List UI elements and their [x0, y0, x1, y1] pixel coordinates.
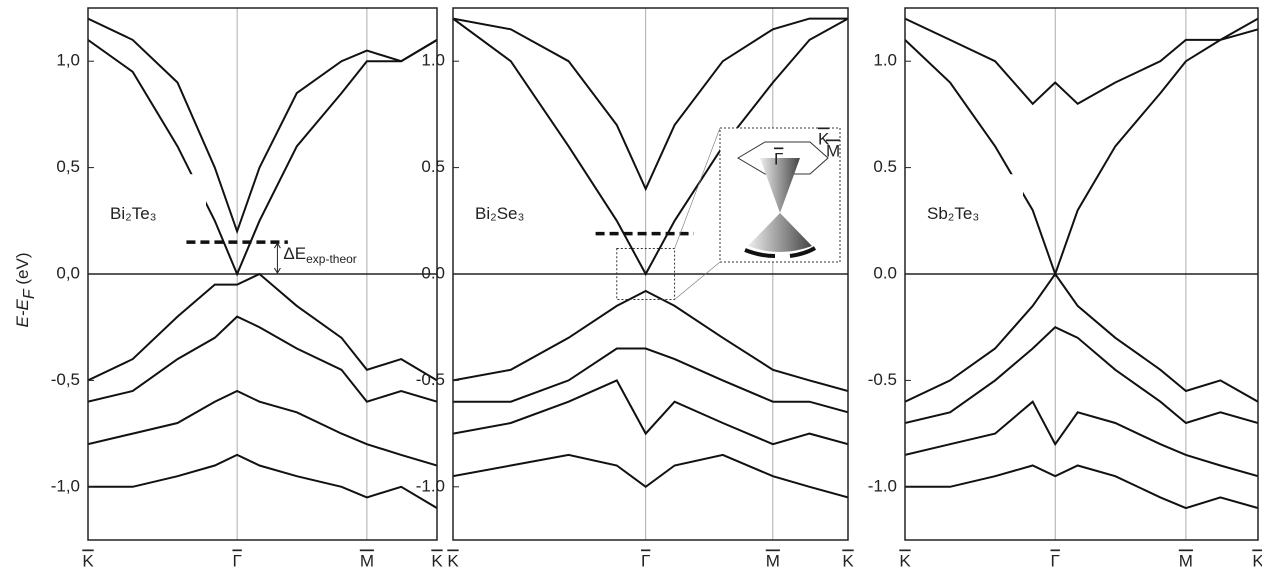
gap-label-part: ΔE — [283, 245, 306, 264]
y-tick-label: 0.0 — [873, 263, 897, 282]
zoom-link — [674, 127, 721, 249]
y-tick-label: -0,5 — [51, 370, 80, 389]
y-tick-label: 1,0 — [56, 51, 80, 70]
y-axis-label-part: F — [21, 288, 38, 299]
arrow-head — [273, 242, 281, 274]
band-line — [905, 464, 1258, 510]
frame — [452, 7, 849, 541]
y-tick-label: 0.0 — [421, 263, 445, 282]
band-line — [905, 17, 1258, 278]
gap-label-part: exp-theor — [306, 252, 357, 266]
x-tick-label: K — [899, 551, 911, 570]
band-line — [905, 326, 1258, 425]
lower-cone — [748, 213, 812, 252]
y-axis-label-part: E-E — [13, 298, 32, 327]
y-tick-label: 0.5 — [873, 157, 897, 176]
plot-area — [905, 8, 1258, 540]
panel-title: Bi₂Se₃ — [475, 204, 524, 223]
band-line — [453, 289, 848, 392]
title-bg — [106, 174, 206, 225]
x-tick-label: Γ — [1051, 551, 1060, 570]
band-line — [88, 389, 437, 467]
zoom-link — [674, 261, 721, 300]
band-line — [88, 315, 437, 403]
x-tick-label: M — [1179, 551, 1193, 570]
band-line — [453, 347, 848, 414]
plot-area — [88, 8, 437, 540]
zoom-box — [616, 247, 676, 301]
y-axis-label: E-EF (eV) — [13, 253, 38, 328]
band-line — [88, 39, 437, 277]
band-line — [88, 272, 437, 382]
x-tick-label: M — [766, 551, 780, 570]
y-tick-label: -0.5 — [416, 370, 445, 389]
y-axis-label-part: (eV) — [13, 253, 32, 290]
band-line — [88, 453, 437, 509]
gap-label: ΔEexp-theor — [283, 245, 356, 267]
x-tick-label: K — [82, 551, 94, 570]
y-tick-label: -1,0 — [51, 476, 80, 495]
title-bg — [471, 174, 571, 225]
inset-label: K — [818, 129, 830, 148]
x-tick-label: K — [1252, 551, 1262, 570]
y-tick-label: 0,0 — [56, 263, 80, 282]
x-tick-label: Γ — [641, 551, 650, 570]
upper-cone — [760, 158, 800, 213]
panel-title: Bi₂Te₃ — [110, 204, 157, 223]
y-tick-label: 0.5 — [421, 157, 445, 176]
band-line — [905, 17, 1258, 106]
x-tick-label: M — [360, 551, 374, 570]
y-tick-label: 1.0 — [873, 51, 897, 70]
plot-area — [453, 8, 848, 540]
band-line — [453, 379, 848, 446]
frame — [904, 7, 1259, 541]
band-line — [453, 453, 848, 499]
inset-label: M — [826, 141, 840, 160]
y-tick-label: 0,5 — [56, 157, 80, 176]
inset-label: Γ — [774, 149, 783, 168]
band-line — [905, 400, 1258, 478]
x-tick-label: K — [842, 551, 854, 570]
x-tick-label: Γ — [232, 551, 241, 570]
spin-arrow — [744, 246, 817, 258]
band-line — [905, 272, 1258, 403]
y-tick-label: -0.5 — [868, 370, 897, 389]
title-bg — [923, 174, 1023, 225]
x-tick-label: K — [431, 551, 443, 570]
band-line — [88, 17, 437, 235]
y-tick-label: 1.0 — [421, 51, 445, 70]
band-line — [453, 17, 848, 192]
band-line — [453, 17, 848, 277]
y-tick-label: -1.0 — [416, 476, 445, 495]
brillouin-hexagon — [737, 141, 829, 175]
x-tick-label: K — [447, 551, 459, 570]
panel-title: Sb₂Te₃ — [927, 204, 979, 223]
frame — [87, 7, 438, 541]
y-tick-label: -1.0 — [868, 476, 897, 495]
